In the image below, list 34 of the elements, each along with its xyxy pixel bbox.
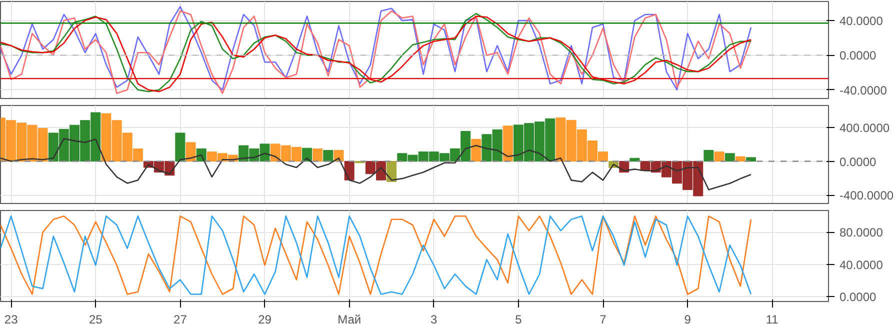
bar [186,142,196,162]
bar [714,152,724,162]
x-tick-label: 25 [88,312,103,326]
bar [704,150,714,162]
y-tick-label: 40.0000 [840,258,884,272]
bar [344,161,354,180]
x-tick-label: 11 [766,312,779,326]
x-tick-label: 7 [600,312,607,326]
bar [323,150,334,162]
bar [471,138,482,162]
x-tick-label: 27 [174,312,188,326]
x-tick-label: Май [338,312,362,326]
y-tick-label: 0.0000 [840,48,877,63]
bar [386,161,397,182]
line-series [0,215,752,295]
bar [735,156,746,162]
y-tick-label: -400.0000 [840,188,894,203]
x-tick-label: 5 [515,312,522,326]
y-tick-label: 80.0000 [840,226,884,240]
y-tick-label: 400.0000 [840,120,890,135]
y-tick-label: 0.0000 [840,154,877,169]
x-tick-label: 29 [258,312,272,326]
bar [175,132,186,162]
x-tick-label: 3 [430,312,438,326]
x-tick-label: 23 [4,312,18,326]
x-tick-label: 9 [684,312,692,326]
bar [502,126,513,162]
y-tick-label: 0.0000 [840,290,877,304]
line-series [0,138,752,190]
y-tick-label: -40.0000 [840,83,888,98]
bar [630,158,640,162]
y-tick-label: 40.0000 [840,14,884,28]
bar [312,148,323,162]
bar [724,153,735,162]
